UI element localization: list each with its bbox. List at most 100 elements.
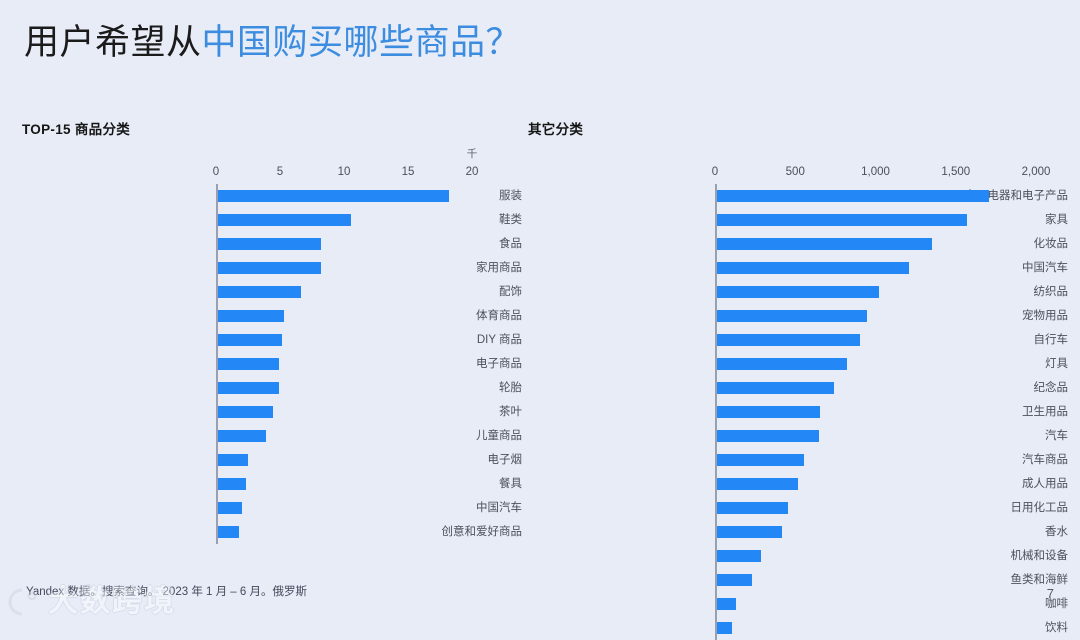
bar-category-label: 家具 bbox=[1045, 214, 1068, 226]
bar-row: 成人用品 bbox=[528, 472, 1068, 496]
bar-row: 鱼类和海鲜 bbox=[528, 568, 1068, 592]
bar-row: 卫生用品 bbox=[528, 400, 1068, 424]
bar bbox=[217, 502, 242, 514]
chart-top15: 0 5 10 15 20 千服装鞋类食品家用商品配饰体育商品 DIY 商品 电子商品轮胎茶叶儿… bbox=[22, 148, 522, 544]
bar-category-label: 轮胎 bbox=[499, 382, 522, 394]
bar bbox=[716, 310, 868, 322]
bar bbox=[716, 502, 788, 514]
bar-category-label: 中国汽车 bbox=[476, 502, 522, 514]
bar bbox=[716, 190, 990, 202]
x-axis: 0 5 10 15 20 千 bbox=[22, 148, 522, 184]
bar bbox=[217, 430, 267, 442]
bar bbox=[217, 214, 351, 226]
x-axis-tick: 0 bbox=[711, 166, 719, 178]
x-axis: 0 500 1,000 1,500 2,000 bbox=[528, 162, 1068, 184]
bar-category-label: 家用商品 bbox=[476, 262, 522, 274]
bar-row: 中国汽车 bbox=[528, 256, 1068, 280]
bar bbox=[716, 262, 910, 274]
bar bbox=[217, 406, 273, 418]
plot-area: 家用电器和电子产品 家具 化妆品 中国汽车 纺织品 宠物用品 自行车 灯具 纪念品 卫生用品 汽车汽… bbox=[528, 184, 1068, 640]
bar bbox=[217, 478, 246, 490]
plot-area: 服装 鞋类 食品 家用商品 配饰 体育商品 DIY 商品 电子商品 轮胎 茶叶 儿童商品 电子烟 餐具中… bbox=[22, 184, 522, 544]
bar-row: 电子商品 bbox=[22, 352, 522, 376]
bar-row: 体育商品 bbox=[22, 304, 522, 328]
bar bbox=[217, 526, 240, 538]
bar-category-label: 中国汽车 bbox=[1022, 262, 1068, 274]
bar bbox=[716, 574, 752, 586]
page-title-blue: 中国购买哪些商品？ bbox=[201, 23, 522, 63]
page-number: 7 bbox=[1046, 586, 1054, 601]
x-axis-tick: 10 bbox=[337, 166, 351, 178]
bar-row: 家用商品 bbox=[22, 256, 522, 280]
bar-row: 自行车 bbox=[528, 328, 1068, 352]
bar-row: 日用化工品 bbox=[528, 496, 1068, 520]
bar-row: DIY 商品 bbox=[22, 328, 522, 352]
bar bbox=[217, 334, 282, 346]
bar-category-label: 咖啡 bbox=[1045, 598, 1068, 610]
bar-category-label: 香水 bbox=[1045, 526, 1068, 538]
bar-category-label: 创意和爱好商品 bbox=[441, 526, 523, 538]
bar bbox=[217, 238, 322, 250]
bar bbox=[716, 334, 861, 346]
bar-row: 茶叶 bbox=[22, 400, 522, 424]
bar-row: 食品 bbox=[22, 232, 522, 256]
bar-row: 纪念品 bbox=[528, 376, 1068, 400]
bar-category-label: 汽车 bbox=[1045, 430, 1068, 442]
axis-unit-label: 千 bbox=[466, 148, 478, 160]
panel-top15: TOP-15 商品分类 0 5 10 15 20 千服装鞋类食品家用商品配饰体育商品 DIY… bbox=[22, 118, 522, 544]
bar-row: 服装 bbox=[22, 184, 522, 208]
bar bbox=[716, 454, 804, 466]
bar-row: 家用电器和电子产品 bbox=[528, 184, 1068, 208]
bar-row: 咖啡 bbox=[528, 592, 1068, 616]
bar-category-label: 灯具 bbox=[1045, 358, 1068, 370]
panel-top15-heading: TOP-15 商品分类 bbox=[22, 122, 131, 137]
bar-category-label: 自行车 bbox=[1033, 334, 1069, 346]
bar bbox=[716, 358, 847, 370]
bar bbox=[217, 358, 279, 370]
y-axis-line bbox=[715, 184, 717, 640]
bar-category-label: 日用化工品 bbox=[1010, 502, 1069, 514]
bar-row: 宠物用品 bbox=[528, 304, 1068, 328]
bar bbox=[716, 286, 879, 298]
bar bbox=[217, 454, 249, 466]
bar bbox=[716, 430, 820, 442]
bar-row: 轮胎 bbox=[22, 376, 522, 400]
bar-category-label: 鱼类和海鲜 bbox=[1010, 574, 1069, 586]
x-axis-tick: 20 bbox=[465, 166, 479, 178]
bar bbox=[217, 262, 322, 274]
bar bbox=[217, 190, 450, 202]
bar-category-label: 体育商品 bbox=[476, 310, 522, 322]
bar-category-label: 服装 bbox=[499, 190, 522, 202]
chart-others: 0 500 1,000 1,500 2,000 家用电器和电子产品 家具 化妆品 中国汽车 纺织品… bbox=[528, 162, 1068, 640]
bar-category-label: 儿童商品 bbox=[476, 430, 522, 442]
bar-row: 鞋类 bbox=[22, 208, 522, 232]
bar-category-label: 配饰 bbox=[499, 286, 522, 298]
bar-category-label: DIY 商品 bbox=[476, 334, 522, 346]
bar bbox=[716, 382, 834, 394]
x-axis-tick: 0 bbox=[212, 166, 220, 178]
bar bbox=[716, 478, 799, 490]
bar-category-label: 纪念品 bbox=[1033, 382, 1069, 394]
bar-category-label: 宠物用品 bbox=[1022, 310, 1068, 322]
bar-category-label: 鞋类 bbox=[499, 214, 522, 226]
bar bbox=[716, 598, 736, 610]
bar-row: 中国汽车 bbox=[22, 496, 522, 520]
source-note: Yandex 数据。搜索查询。 2023 年 1 月 – 6 月。俄罗斯 bbox=[26, 586, 307, 598]
bar-category-label: 汽车商品 bbox=[1022, 454, 1068, 466]
bar-category-label: 食品 bbox=[499, 238, 522, 250]
bar-category-label: 电子商品 bbox=[476, 358, 522, 370]
x-axis-tick: 5 bbox=[276, 166, 284, 178]
bar-row: 电子烟 bbox=[22, 448, 522, 472]
bar-category-label: 茶叶 bbox=[499, 406, 522, 418]
x-axis-tick: 15 bbox=[401, 166, 415, 178]
bar bbox=[716, 238, 932, 250]
page-title-dark: 用户希望从 bbox=[24, 23, 202, 63]
bar-row: 香水 bbox=[528, 520, 1068, 544]
y-axis-line bbox=[216, 184, 218, 544]
bar bbox=[716, 550, 761, 562]
panel-others-heading: 其它分类 bbox=[528, 122, 584, 137]
bar-category-label: 卫生用品 bbox=[1022, 406, 1068, 418]
x-axis-tick: 2,000 bbox=[1021, 166, 1051, 178]
bar bbox=[716, 526, 782, 538]
page-title: 用户希望从中国购买哪些商品？ bbox=[24, 14, 521, 65]
